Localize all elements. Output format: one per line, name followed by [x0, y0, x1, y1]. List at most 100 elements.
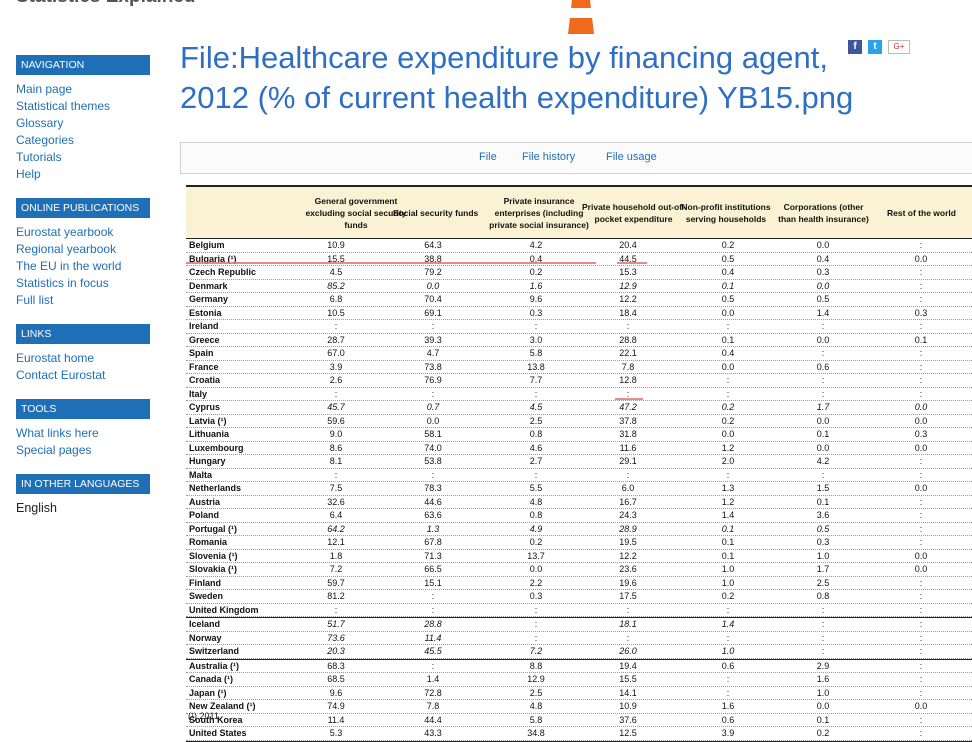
table-cell: 12.2	[619, 294, 637, 304]
table-cell: 0.0	[914, 442, 928, 453]
sidebar-item-tutorials[interactable]: Tutorials	[16, 150, 62, 164]
table-cell: 15.3	[619, 267, 637, 277]
table-cell: :	[919, 674, 923, 684]
table-cell: 26.0	[619, 646, 637, 656]
column-header-corporations: Corporations (other than health insuranc…	[778, 201, 869, 224]
table-row: Croatia 2.6 76.9 7.7 12.8:::	[186, 374, 972, 388]
sidebar-item-statistics-in-focus[interactable]: Statistics in focus	[16, 276, 109, 290]
table-row: Austria 32.6 44.6 4.8 16.7 1.2 0.1:	[186, 496, 972, 509]
table-cell: 1.7	[816, 564, 830, 574]
sidebar-item-categories[interactable]: Categories	[16, 133, 75, 147]
table-cell: 11.6	[619, 442, 637, 453]
table-cell: :	[919, 348, 923, 358]
table-cell: :	[626, 388, 630, 399]
table-row: Latvia (¹) 59.6 0.0 2.5 37.8 0.2 0.0 0.0	[186, 415, 972, 428]
sidebar-item-eurostat-home[interactable]: Eurostat home	[16, 351, 95, 365]
table-cell: 68.3	[327, 660, 345, 671]
table-row: Malta:::::::	[186, 469, 972, 482]
table-cell: 2.9	[816, 660, 830, 671]
table-cell: 0.2	[816, 728, 830, 738]
table-cell: 74.0	[424, 442, 442, 453]
google-plus-share-button[interactable]: G+	[888, 40, 910, 54]
sidebar-item-statistical-themes[interactable]: Statistical themes	[16, 99, 111, 113]
table-cell: :	[431, 591, 435, 601]
table-cell: :	[919, 280, 923, 291]
row-country-label: South Korea	[189, 714, 243, 725]
table-cell: 14.1	[619, 687, 637, 698]
tab-file[interactable]: File	[479, 151, 497, 163]
table-cell: 0.0	[816, 280, 830, 291]
sidebar-item-regional-yearbook[interactable]: Regional yearbook	[16, 242, 117, 256]
table-cell: :	[431, 660, 435, 671]
table-cell: 2.6	[329, 375, 343, 385]
table-cell: 20.3	[327, 646, 345, 656]
table-row: Australia (¹) 68.3: 8.8 19.4 0.6 2.9:	[186, 658, 972, 673]
table-cell: 72.8	[424, 687, 442, 698]
row-country-label: Romania	[189, 537, 228, 547]
table-cell: 1.6	[721, 701, 735, 711]
tab-file-history[interactable]: File history	[522, 151, 576, 163]
site-title[interactable]: Statistics Explained	[16, 0, 196, 8]
table-cell: :	[726, 388, 730, 399]
column-header-household-oop: Private household out-of-pocket expendit…	[582, 201, 685, 224]
table-cell: 13.8	[527, 361, 545, 372]
table-cell: 1.8	[329, 550, 343, 561]
sidebar-item-full-list[interactable]: Full list	[16, 293, 54, 307]
table-cell: :	[919, 619, 923, 629]
table-cell: 0.0	[914, 564, 928, 574]
sidebar-item-eurostat-yearbook[interactable]: Eurostat yearbook	[16, 225, 114, 239]
column-header-general-government: General government excluding social secu…	[305, 195, 407, 230]
tab-file-usage[interactable]: File usage	[606, 151, 657, 163]
sidebar-item-what-links-here[interactable]: What links here	[16, 426, 99, 440]
table-cell: 11.4	[424, 632, 442, 643]
table-cell: :	[919, 577, 923, 588]
table-cell: 63.6	[424, 510, 442, 520]
table-cell: :	[919, 294, 923, 304]
table-cell: 38.8	[424, 253, 442, 264]
table-cell: :	[919, 604, 923, 615]
table-cell: 0.7	[426, 402, 440, 412]
table-cell: 1.0	[721, 564, 735, 574]
sidebar-item-main-page[interactable]: Main page	[16, 82, 73, 96]
row-country-label: Poland	[189, 510, 220, 520]
table-cell: 0.0	[914, 701, 928, 711]
row-country-label: Japan (¹)	[189, 687, 227, 698]
sidebar-item-english[interactable]: English	[16, 501, 57, 515]
table-row: United States 5.3 43.3 34.8 12.5 3.9 0.2:	[186, 727, 972, 741]
table-cell: 15.5	[619, 674, 637, 684]
table-cell: 45.5	[424, 646, 442, 656]
traffic-cone-icon	[568, 0, 594, 34]
sidebar-item-glossary[interactable]: Glossary	[16, 116, 64, 130]
table-cell: 1.3	[721, 483, 735, 493]
row-country-label: Portugal (¹)	[189, 523, 237, 534]
facebook-share-button[interactable]: f	[848, 40, 862, 54]
table-cell: 0.8	[529, 510, 543, 520]
sidebar-heading-navigation: NAVIGATION	[16, 55, 150, 75]
sidebar-heading-online-publications: ONLINE PUBLICATIONS	[16, 198, 150, 218]
sidebar-item-eu-in-the-world[interactable]: The EU in the world	[16, 259, 122, 273]
table-row: Greece 28.7 39.3 3.0 28.8 0.1 0.0 0.1	[186, 334, 972, 347]
table-cell: :	[534, 469, 538, 480]
table-cell: 0.0	[816, 442, 830, 453]
table-cell: 8.1	[329, 456, 343, 466]
table-cell: 1.4	[816, 307, 830, 318]
sidebar-item-contact-eurostat[interactable]: Contact Eurostat	[16, 368, 106, 382]
table-cell: 0.0	[721, 307, 735, 318]
sidebar-item-help[interactable]: Help	[16, 167, 41, 181]
expenditure-table: General government excluding social secu…	[186, 185, 972, 742]
row-country-label: Canada (¹)	[189, 674, 234, 684]
table-cell: 78.3	[424, 483, 442, 493]
sidebar-item-special-pages[interactable]: Special pages	[16, 443, 92, 457]
table-cell: :	[334, 469, 338, 480]
table-cell: 73.8	[424, 361, 442, 372]
table-cell: :	[334, 604, 338, 615]
table-cell: :	[919, 728, 923, 738]
table-row: Estonia 10.5 69.1 0.3 18.4 0.0 1.4 0.3	[186, 307, 972, 320]
facebook-icon: f	[853, 41, 857, 52]
twitter-share-button[interactable]: t	[868, 40, 882, 54]
table-row: Slovakia (¹) 7.2 66.5 0.0 23.6 1.0 1.7 0.0	[186, 563, 972, 577]
table-row: Bulgaria (¹) 15.5 38.8 0.4 44.5 0.5 0.4 0.0	[186, 253, 972, 266]
row-country-label: Belgium	[189, 240, 225, 250]
table-cell: 0.2	[529, 267, 543, 277]
column-header-social-security: Social security funds	[392, 207, 479, 218]
